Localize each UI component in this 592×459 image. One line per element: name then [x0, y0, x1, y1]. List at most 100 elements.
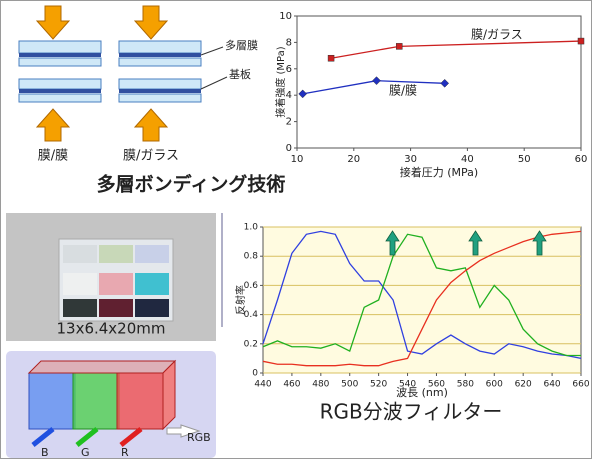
input-arrow — [166, 424, 201, 438]
y-tick-label: 0.6 — [244, 281, 259, 291]
plot-area — [296, 15, 582, 149]
marker — [372, 76, 381, 86]
x-tick-label: 40 — [461, 154, 474, 165]
series-line — [262, 230, 582, 367]
peak-arrow — [532, 230, 547, 256]
y-tick-label: 0 — [252, 369, 258, 379]
prism-patch — [135, 245, 169, 263]
legend-label: 膜/膜 — [389, 84, 417, 98]
y-tick-label: 0.4 — [244, 310, 259, 320]
x-axis-label: 接着圧力 (MPa) — [400, 165, 478, 179]
y-axis-label: 接着強度 (MPa) — [274, 46, 287, 117]
x-tick-label: 640 — [543, 380, 560, 390]
x-tick-label: 480 — [312, 380, 329, 390]
prism-patch — [63, 245, 97, 263]
plate — [118, 78, 202, 90]
x-tick-label: 10 — [291, 154, 304, 165]
y-tick-label: 0 — [286, 143, 292, 154]
filter-panel — [28, 372, 76, 430]
film — [119, 53, 201, 57]
rgb-output-label: B — [41, 446, 49, 458]
marker — [440, 78, 450, 88]
film — [19, 53, 101, 57]
film — [119, 89, 201, 93]
filter-panel — [72, 372, 120, 430]
output-arrow — [75, 427, 99, 447]
x-tick-label: 500 — [341, 380, 358, 390]
marker — [395, 43, 403, 50]
x-tick-label: 600 — [486, 380, 503, 390]
bonding-diagram — [18, 5, 228, 142]
arrow-up — [35, 108, 71, 142]
y-tick-label: 4 — [286, 90, 292, 101]
peak-arrow — [385, 230, 400, 256]
peak-arrow — [468, 230, 483, 256]
prism-patch — [63, 299, 97, 317]
output-arrow — [31, 427, 55, 447]
plate — [118, 57, 202, 67]
filter-panel — [116, 372, 164, 430]
y-tick-label: 0.2 — [244, 339, 258, 349]
rgb-output-label: G — [81, 446, 90, 458]
x-tick-label: 560 — [428, 380, 445, 390]
arrow-up — [133, 108, 169, 142]
prism-patch — [99, 245, 133, 263]
plot-area — [262, 226, 582, 374]
plate — [18, 93, 102, 103]
x-tick-label: 520 — [370, 380, 387, 390]
caption: 多層ボンディング技術 — [97, 173, 286, 196]
layer-label: 多層膜 — [225, 38, 258, 52]
rgb-output-label: R — [121, 446, 129, 458]
x-tick-label: 540 — [399, 380, 416, 390]
series-line — [262, 230, 582, 360]
arrow-down — [133, 5, 169, 40]
y-axis-label: 反射率 — [234, 285, 247, 315]
cube-side — [162, 359, 176, 431]
plate — [18, 57, 102, 67]
film — [19, 89, 101, 93]
layer-label: 基板 — [229, 67, 251, 81]
plate — [18, 78, 102, 90]
arrow-down — [35, 5, 71, 40]
plate — [118, 93, 202, 103]
marker — [298, 89, 308, 99]
output-arrow — [119, 427, 143, 447]
y-tick-label: 0.8 — [244, 252, 259, 262]
plate — [18, 40, 102, 54]
series-line — [262, 233, 581, 357]
rgb-diagram — [6, 351, 216, 458]
x-tick-label: 20 — [347, 154, 360, 165]
x-tick-label: 660 — [572, 380, 589, 390]
pair-label: 膜/膜 — [38, 149, 68, 164]
cube-top — [27, 360, 177, 374]
pair-label: 膜/ガラス — [123, 149, 179, 164]
prism-patch — [99, 299, 133, 317]
plate — [118, 40, 202, 54]
x-tick-label: 620 — [515, 380, 532, 390]
leader-line — [200, 76, 228, 90]
y-tick-label: 2 — [286, 117, 292, 128]
y-tick-label: 6 — [286, 64, 292, 75]
y-tick-label: 1.0 — [244, 223, 259, 233]
x-tick-label: 50 — [518, 154, 531, 165]
prism-patch — [135, 273, 169, 295]
y-tick-label: 8 — [286, 37, 292, 48]
rgb-input-label: RGB — [187, 431, 211, 444]
prism-patch — [135, 299, 169, 317]
y-tick-label: 10 — [279, 11, 292, 22]
leader-line — [200, 46, 224, 56]
legend-label: 膜/ガラス — [471, 28, 523, 42]
marker — [577, 37, 585, 45]
x-tick-label: 580 — [457, 380, 474, 390]
x-axis-label: 波長 (nm) — [396, 386, 448, 399]
x-tick-label: 60 — [575, 154, 588, 165]
prism-patch — [63, 273, 97, 295]
marker — [327, 54, 335, 62]
x-tick-label: 460 — [283, 380, 300, 390]
photo-dimension: 13x6.4x20mm — [56, 320, 165, 338]
x-tick-label: 30 — [404, 154, 417, 165]
x-tick-label: 440 — [254, 380, 271, 390]
prism-patch — [99, 273, 133, 295]
